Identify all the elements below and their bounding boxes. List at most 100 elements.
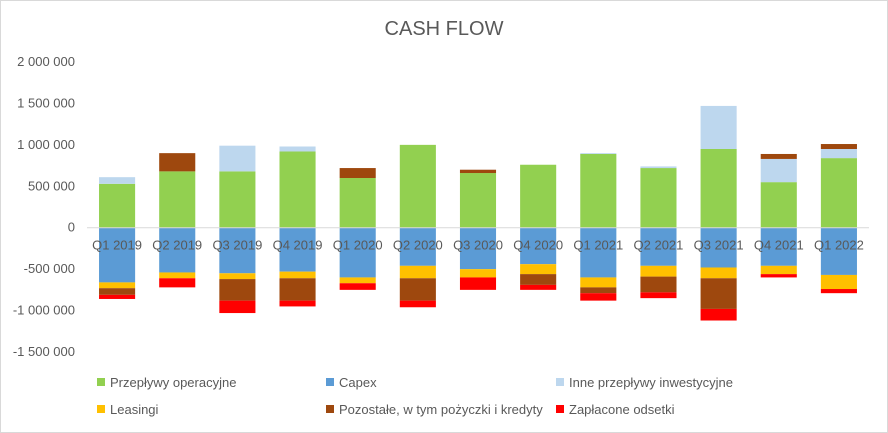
y-tick-label: 1 500 000: [17, 95, 75, 110]
bar-segment: [219, 145, 256, 172]
bar-segment: [459, 277, 497, 290]
bar-segment: [820, 149, 857, 159]
bar-segment: [459, 269, 497, 278]
bar-segment: [279, 278, 316, 301]
bar-segment: [279, 146, 316, 152]
y-tick-label: 500 000: [28, 178, 75, 193]
bar-segment: [339, 227, 376, 278]
bar-segment: [399, 278, 436, 301]
bar-segment: [760, 182, 797, 228]
x-tick-label: Q1 2022: [814, 238, 864, 253]
bar-segment: [219, 273, 256, 280]
bar-segment: [159, 278, 196, 288]
bar-segment: [459, 227, 497, 270]
bar-segment: [219, 227, 256, 274]
bar-segment: [339, 178, 376, 228]
bar-segment: [459, 173, 497, 228]
x-tick-label: Q2 2020: [393, 238, 443, 253]
bar-segment: [159, 171, 196, 228]
y-tick-label: -1 500 000: [13, 344, 75, 359]
y-tick-label: 0: [68, 220, 75, 235]
bar-segment: [99, 177, 136, 184]
bar-segment: [640, 276, 677, 293]
legend-swatch: [97, 405, 105, 413]
bar-segment: [580, 293, 617, 301]
bar-segment: [99, 288, 136, 295]
y-tick-label: 2 000 000: [17, 54, 75, 69]
bar-segment: [399, 144, 436, 228]
bar-segment: [760, 265, 797, 275]
bar-segment: [700, 308, 737, 321]
bar-segment: [700, 267, 737, 279]
bar-segment: [339, 277, 376, 284]
bar-segment: [760, 153, 797, 159]
bar-segment: [640, 292, 677, 299]
x-tick-label: Q1 2019: [92, 238, 142, 253]
bar-segment: [520, 164, 557, 228]
bar-segment: [399, 227, 436, 266]
legend-swatch: [326, 405, 334, 413]
bar-segment: [99, 282, 136, 289]
bar-segment: [820, 289, 857, 294]
legend-label: Przepływy operacyjne: [110, 375, 236, 390]
bar-segment: [99, 227, 136, 283]
bar-segment: [279, 300, 316, 307]
y-axis: 2 000 000 1 500 000 1 000 000 500 000 0 -500 …: [13, 54, 75, 359]
x-axis: Q1 2019 Q2 2019 Q3 2019 Q4 2019 Q1 2020 Q2 20…: [92, 238, 864, 253]
bar-segment: [700, 105, 737, 149]
bar-segment: [580, 277, 617, 288]
bar-segment: [159, 272, 196, 279]
bar-segment: [640, 166, 677, 169]
legend-label: Inne przepływy inwestycyjne: [569, 375, 733, 390]
bar-segment: [700, 227, 737, 268]
bar-segment: [99, 183, 136, 228]
bar-segment: [520, 284, 557, 290]
y-tick-label: -1 000 000: [13, 303, 75, 318]
legend-label: Capex: [339, 375, 377, 390]
x-tick-label: Q4 2020: [513, 238, 563, 253]
y-tick-label: -500 000: [24, 261, 75, 276]
x-tick-label: Q4 2021: [754, 238, 804, 253]
legend-swatch: [556, 405, 564, 413]
x-tick-label: Q3 2019: [212, 238, 262, 253]
bar-segment: [339, 168, 376, 178]
bar-segment: [219, 300, 256, 314]
bar-segment: [520, 227, 557, 265]
bar-segment: [580, 153, 617, 228]
legend-label: Leasingi: [110, 402, 159, 417]
x-tick-label: Q1 2020: [333, 238, 383, 253]
bar-segment: [399, 300, 436, 308]
bar-segment: [219, 171, 256, 228]
bar-segment: [219, 279, 256, 301]
bar-segment: [760, 158, 797, 183]
bar-segment: [99, 294, 136, 299]
legend-swatch: [326, 378, 334, 386]
x-tick-label: Q3 2021: [694, 238, 744, 253]
bar-segment: [159, 153, 196, 172]
bar-segment: [520, 264, 557, 275]
bar-segment: [279, 227, 316, 272]
bar-segment: [339, 283, 376, 290]
bar-segment: [580, 287, 617, 294]
x-tick-label: Q1 2021: [573, 238, 623, 253]
bar-segment: [820, 274, 857, 290]
bar-segment: [820, 227, 857, 275]
x-tick-label: Q3 2020: [453, 238, 503, 253]
bars-group: [99, 105, 857, 321]
legend-label: Zapłacone odsetki: [569, 402, 675, 417]
bar-segment: [580, 227, 617, 278]
legend-swatch: [97, 378, 105, 386]
bar-segment: [820, 144, 857, 149]
bar-segment: [760, 274, 797, 278]
bar-segment: [640, 265, 677, 277]
legend-swatch: [556, 378, 564, 386]
bar-segment: [159, 227, 196, 273]
bar-segment: [459, 169, 497, 174]
bar-segment: [520, 274, 557, 285]
bar-segment: [279, 271, 316, 279]
chart-title: CASH FLOW: [385, 18, 504, 40]
bar-segment: [760, 227, 797, 266]
bar-segment: [820, 158, 857, 228]
bar-segment: [640, 168, 677, 228]
